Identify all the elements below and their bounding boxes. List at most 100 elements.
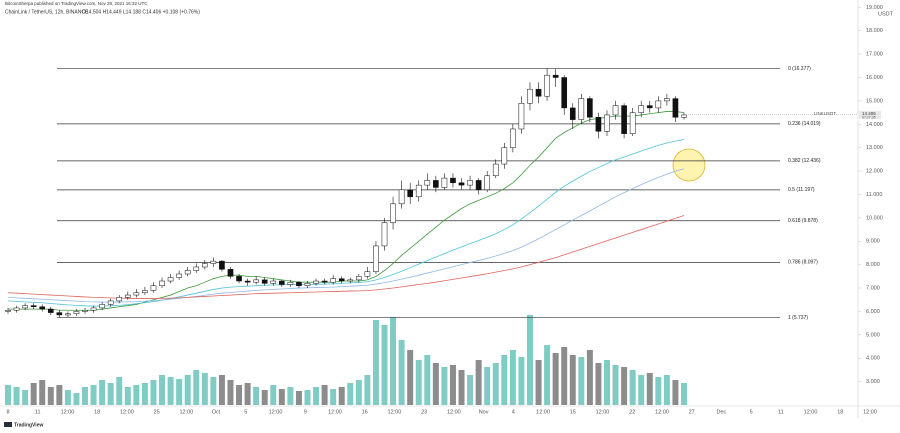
y-tick-label: 14.000 [866, 122, 883, 128]
x-tick-label: 12:00 [596, 409, 610, 415]
candle-body [39, 306, 46, 310]
volume-bar [304, 390, 311, 405]
x-tick-label: 18 [94, 409, 100, 415]
candle-body [184, 270, 191, 275]
volume-bar [552, 353, 559, 405]
y-tick-label: 17.000 [866, 52, 883, 58]
volume-bar [646, 373, 653, 405]
candle-body [56, 312, 63, 316]
candle-body [356, 276, 362, 281]
volume-bar [167, 377, 174, 405]
volume-bar [407, 350, 414, 405]
volume-bar [124, 387, 131, 405]
candle-body [313, 280, 319, 284]
candle-body [270, 280, 277, 284]
candle-body [433, 180, 439, 188]
candle-body [330, 278, 336, 283]
candle-body [5, 310, 11, 312]
volume-bar [501, 355, 508, 405]
candle-body [219, 260, 225, 270]
volume-bar [492, 363, 499, 405]
x-tick-label: 12:00 [536, 409, 550, 415]
candle-body [373, 245, 379, 272]
volume-bar [107, 383, 114, 405]
volume-bar [261, 390, 268, 405]
candle-body [492, 163, 499, 177]
candle-body [501, 147, 508, 165]
y-tick-label: 6.000 [866, 309, 880, 315]
x-tick-label: 12:00 [179, 409, 193, 415]
candle-body [304, 283, 311, 286]
candle-body [99, 304, 105, 309]
volume-bar [603, 360, 610, 405]
candle-body [450, 177, 456, 184]
y-tick-label: 5.000 [866, 332, 880, 338]
candle-body [578, 98, 585, 120]
x-tick-label: 23 [421, 409, 427, 415]
volume-bar [458, 370, 465, 405]
volume-bar [595, 363, 602, 405]
y-tick-label: 19.000 [866, 5, 883, 11]
publisher-line: BitcoinSherpa published on TradingView.c… [5, 1, 148, 6]
volume-bar [99, 380, 106, 405]
x-tick-label: 18 [837, 409, 843, 415]
volume-bar [253, 387, 260, 405]
x-tick-label: 12:00 [863, 409, 877, 415]
volume-bar [218, 375, 225, 405]
x-tick-label: 12:00 [388, 409, 402, 415]
candle-body [133, 292, 140, 296]
candle-body [587, 98, 593, 118]
candle-body [107, 300, 114, 305]
x-tick-label: 12:00 [120, 409, 134, 415]
volume-bar [621, 367, 628, 405]
volume-bar [629, 370, 636, 405]
y-tick-label: 8.000 [866, 262, 880, 268]
volume-bar [586, 350, 593, 405]
volume-bar [227, 380, 234, 405]
moving-average [7, 139, 685, 307]
countdown-label: 07:27:35 [862, 116, 876, 120]
volume-bar [313, 387, 320, 405]
volume-bar [39, 380, 46, 405]
candle-body [201, 263, 208, 268]
x-tick-label: 12:00 [447, 409, 461, 415]
price-unit: USDT [878, 11, 894, 17]
candle-body [621, 105, 627, 134]
volume-bar [526, 315, 533, 405]
candle-body [407, 189, 413, 198]
fib-label: 0.618 (9.878) [788, 218, 818, 224]
fib-label: 0 (16.377) [788, 66, 811, 72]
volume-bar [535, 360, 542, 405]
candle-body [193, 266, 200, 271]
volume-bar [681, 383, 687, 405]
volume-bar [159, 375, 166, 405]
volume-bar [287, 387, 294, 405]
candle-body [595, 117, 602, 132]
x-tick-label: 12:00 [328, 409, 342, 415]
volume-bar [415, 360, 422, 405]
moving-average [8, 111, 685, 311]
candle-body [646, 105, 653, 109]
last-price-label: 14.406 [862, 111, 876, 116]
candle-body [612, 105, 619, 116]
volume-bar [449, 365, 456, 405]
symbol-label: LINKUSDT [814, 111, 837, 116]
candle-body [544, 74, 550, 97]
candle-body [124, 294, 131, 298]
candle-body [629, 112, 636, 134]
x-tick-label: Dec [716, 409, 726, 415]
candle-body [347, 279, 354, 282]
volume-bar [467, 375, 474, 405]
candle-body [390, 203, 396, 223]
x-tick-label: 11 [35, 409, 41, 415]
volume-bar [561, 347, 568, 405]
x-tick-label: 27 [689, 409, 695, 415]
y-tick-label: 7.000 [866, 285, 880, 291]
fib-label: 1 (5.737) [788, 315, 808, 321]
fib-label: 0.786 (8.097) [788, 260, 818, 266]
x-tick-label: 8 [6, 409, 9, 415]
candle-body [458, 182, 465, 186]
candle-body [364, 271, 371, 277]
volume-bar [441, 367, 448, 405]
y-tick-label: 10.000 [866, 215, 883, 221]
